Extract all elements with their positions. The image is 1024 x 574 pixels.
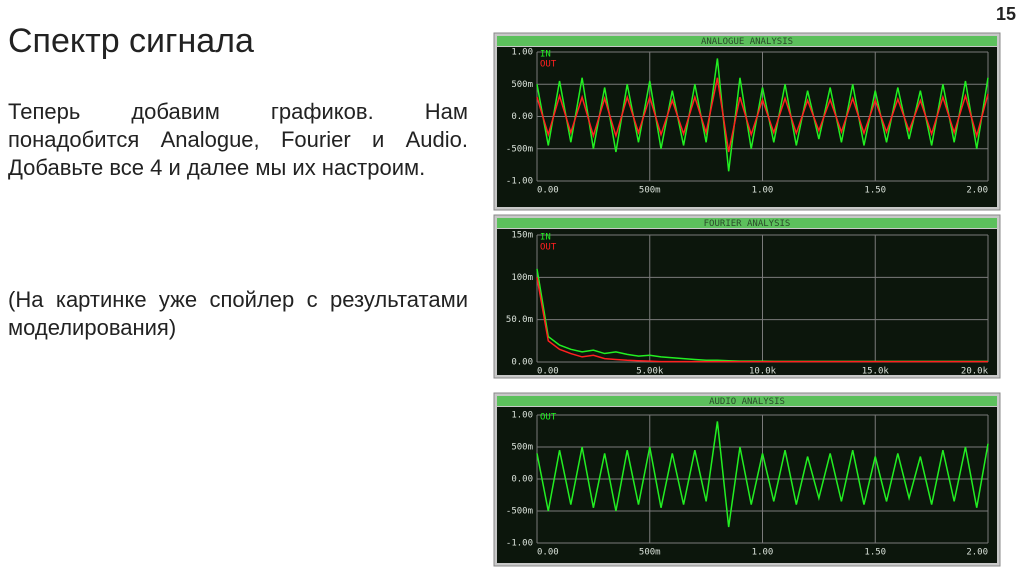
y-tick-label: 0.00 (511, 475, 533, 485)
panel-header (497, 396, 997, 406)
y-tick-label: -500m (506, 144, 533, 154)
x-tick-label: 0.00 (537, 367, 559, 377)
y-tick-label: 150m (511, 231, 533, 241)
x-tick-label: 5.00k (636, 367, 664, 377)
x-tick-label: 2.00 (966, 548, 988, 558)
paragraph: Теперь добавим графиков. Нам понадобится… (8, 99, 468, 180)
page-number: 15 (995, 4, 1016, 24)
x-tick-label: 1.50 (864, 548, 886, 558)
x-tick-label: 1.00 (752, 548, 774, 558)
y-tick-label: -500m (506, 507, 533, 517)
x-tick-label: 500m (639, 186, 661, 196)
chart-title: AUDIO ANALYSIS (709, 397, 785, 407)
series-line (536, 277, 988, 363)
plot-background (497, 47, 997, 207)
chart-title: FOURIER ANALYSIS (704, 219, 791, 229)
legend-entry: OUT (540, 243, 557, 253)
legend-entry: IN (540, 233, 551, 243)
x-tick-label: 0.00 (537, 548, 559, 558)
x-tick-label: 2.00 (966, 186, 988, 196)
legend-entry: OUT (540, 413, 557, 423)
x-tick-label: 1.50 (864, 186, 886, 196)
x-tick-label: 10.0k (749, 367, 777, 377)
y-tick-label: 0.00 (511, 112, 533, 122)
slide-title: Спектр сигнала (8, 22, 254, 60)
x-tick-label: 1.00 (752, 186, 774, 196)
panel-header (497, 218, 997, 228)
x-tick-label: 500m (639, 548, 661, 558)
y-tick-label: 500m (511, 443, 533, 453)
y-tick-label: 1.00 (511, 411, 533, 421)
chart-title: ANALOGUE ANALYSIS (701, 37, 793, 47)
series-line (536, 77, 989, 153)
x-tick-label: 20.0k (961, 367, 989, 377)
legend-entry: OUT (540, 60, 557, 70)
legend-entry: IN (540, 50, 551, 60)
y-tick-label: -1.00 (506, 177, 533, 187)
y-tick-label: 50.0m (506, 315, 533, 325)
y-tick-label: 1.00 (511, 48, 533, 58)
series-line (536, 421, 989, 528)
plot-background (497, 229, 997, 375)
y-tick-label: 100m (511, 273, 533, 283)
y-tick-label: 500m (511, 80, 533, 90)
y-tick-label: -1.00 (506, 539, 533, 549)
panel-header (497, 36, 997, 46)
y-tick-label: 0.00 (511, 358, 533, 368)
paragraph: (На картинке уже спойлер с результатами … (8, 287, 468, 340)
x-tick-label: 15.0k (862, 367, 890, 377)
series-line (536, 58, 989, 172)
x-tick-label: 0.00 (537, 186, 559, 196)
